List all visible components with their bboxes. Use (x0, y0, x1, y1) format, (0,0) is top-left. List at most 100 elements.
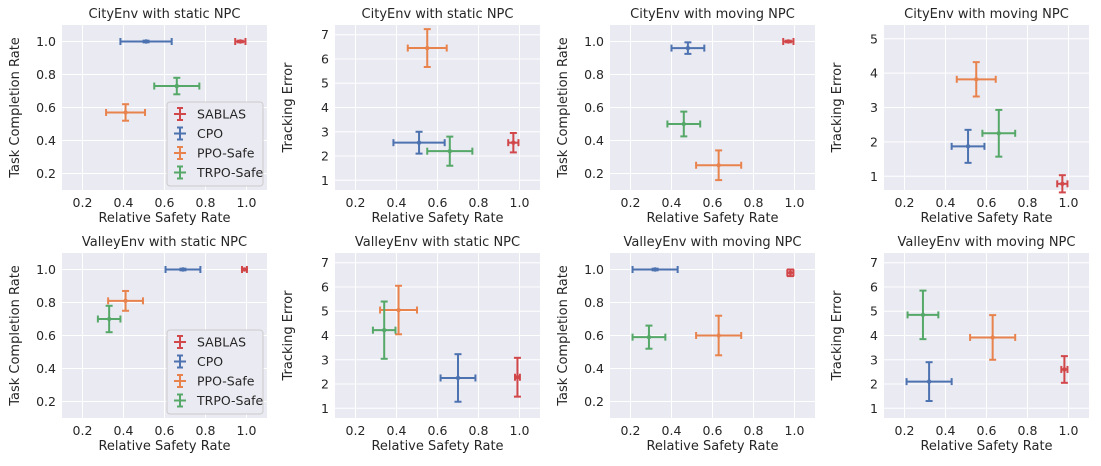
y-tick-label: 1.0 (36, 34, 56, 49)
y-tick-label: 5 (870, 304, 878, 319)
x-tick-label: 0.4 (387, 195, 407, 210)
data-point (447, 148, 452, 154)
y-tick-label: 5 (321, 76, 329, 91)
series-cpo (905, 361, 953, 403)
series-ppo-safe (695, 314, 743, 357)
chart-title: CityEnv with static NPC (362, 7, 514, 22)
legend-entry: CPO (174, 126, 223, 141)
data-point (242, 267, 247, 272)
x-tick-label: 0.6 (155, 423, 175, 438)
series-cpo (670, 41, 706, 55)
x-tick-label: 0.8 (196, 423, 216, 438)
y-tick-label: 0.4 (584, 133, 604, 148)
y-tick-label: 5 (321, 304, 329, 319)
data-point (425, 45, 430, 51)
y-axis-label: Task Completion Rate (8, 37, 23, 179)
x-tick-label: 1.0 (510, 195, 530, 210)
x-axis-label: Relative Safety Rate (98, 211, 230, 226)
x-tick-label: 0.2 (895, 195, 915, 210)
y-tick-label: 4 (321, 328, 329, 343)
data-point (965, 144, 971, 149)
legend-label: CPO (197, 126, 223, 141)
data-point (455, 375, 461, 381)
series-sablas (513, 356, 521, 398)
legend: SABLAS CPO PPO-Safe TRPO-Safe (166, 101, 264, 187)
x-axis-label: Relative Safety Rate (920, 211, 1052, 226)
y-tick-label: 1 (870, 401, 878, 416)
y-tick-label: 1 (870, 169, 878, 184)
y-tick-label: 6 (321, 279, 329, 294)
data-point (511, 140, 516, 145)
y-tick-label: 5 (870, 31, 878, 46)
data-point (123, 110, 128, 115)
x-axis-label: Relative Safety Rate (371, 211, 503, 226)
y-tick-label: 0.2 (584, 394, 604, 409)
y-tick-label: 6 (321, 51, 329, 66)
chart-title: CityEnv with static NPC (89, 7, 241, 22)
data-point (180, 267, 186, 272)
x-tick-label: 0.4 (662, 423, 682, 438)
series-cpo (119, 38, 173, 45)
y-tick-label: 4 (870, 66, 878, 81)
y-tick-label: 0.8 (36, 67, 56, 82)
data-point (123, 298, 128, 304)
chart-title: CityEnv with moving NPC (904, 7, 1069, 22)
x-tick-label: 0.4 (936, 423, 956, 438)
x-tick-label: 0.6 (977, 423, 997, 438)
data-point (1060, 181, 1065, 187)
data-point (416, 140, 422, 145)
y-axis-label: Tracking Error (830, 62, 845, 154)
y-tick-label: 0.8 (36, 295, 56, 310)
x-tick-label: 0.8 (744, 423, 764, 438)
chart-title: ValleyEnv with moving NPC (624, 235, 802, 250)
x-tick-label: 0.6 (428, 423, 448, 438)
chart-panel-2: 0.2 0.4 0.6 0.8 1.0 1 2 3 4 5 6 7 CityEnv with stati… (281, 7, 540, 226)
series-trpo-safe (96, 304, 122, 334)
y-tick-label: 7 (321, 27, 329, 42)
x-tick-label: 0.4 (114, 195, 134, 210)
y-tick-label: 0.6 (584, 100, 604, 115)
x-tick-label: 0.4 (662, 195, 682, 210)
x-tick-label: 1.0 (237, 195, 257, 210)
y-tick-label: 0.8 (584, 67, 604, 82)
chart-title: ValleyEnv with static NPC (355, 235, 520, 250)
data-point (515, 375, 520, 380)
series-ppo-safe (955, 61, 997, 98)
x-tick-label: 0.6 (703, 423, 723, 438)
series-ppo-safe (107, 289, 144, 312)
data-point (788, 270, 793, 275)
y-tick-label: 0.4 (36, 361, 56, 376)
chart-panel-5: 0.2 0.4 0.6 0.8 1.0 0.2 0.4 0.6 0.8 1.0 ValleyEnv … (8, 235, 267, 454)
y-tick-label: 0.2 (36, 166, 56, 181)
x-tick-label: 0.2 (621, 423, 641, 438)
x-tick-label: 1.0 (237, 423, 257, 438)
data-point (786, 39, 791, 44)
y-tick-label: 0.2 (584, 166, 604, 181)
y-tick-label: 2 (870, 377, 878, 392)
x-tick-label: 1.0 (1059, 423, 1079, 438)
series-sablas (1060, 355, 1069, 384)
y-axis-label: Tracking Error (281, 62, 296, 154)
legend: SABLAS CPO PPO-Safe TRPO-Safe (166, 329, 264, 415)
x-axis-label: Relative Safety Rate (646, 439, 778, 454)
data-point (990, 335, 995, 340)
data-point (681, 121, 686, 127)
chart-panel-3: 0.2 0.4 0.6 0.8 1.0 0.2 0.4 0.6 0.8 1.0 CityEnv wi… (556, 7, 815, 226)
legend-label: SABLAS (197, 335, 246, 350)
legend-label: PPO-Safe (197, 374, 255, 389)
y-tick-label: 4 (321, 100, 329, 115)
x-axis-label: Relative Safety Rate (371, 439, 503, 454)
data-point (716, 333, 721, 338)
series-sablas (507, 131, 520, 154)
data-point (396, 307, 401, 313)
legend-label: TRPO-Safe (196, 165, 264, 180)
series-ppo-safe (695, 149, 743, 182)
x-tick-label: 0.2 (895, 423, 915, 438)
series-trpo-safe (666, 110, 702, 138)
legend-label: PPO-Safe (197, 146, 255, 161)
series-cpo (392, 130, 446, 155)
series-sablas (786, 268, 795, 278)
x-tick-label: 0.6 (428, 195, 448, 210)
data-point (238, 39, 243, 44)
